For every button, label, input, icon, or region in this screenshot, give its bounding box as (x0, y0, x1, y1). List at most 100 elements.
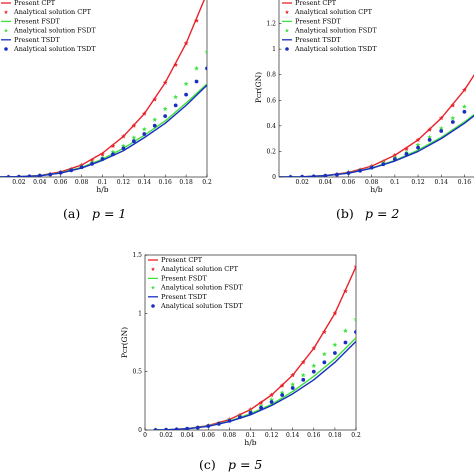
x-tick-label: 0.14 (435, 179, 449, 186)
data-point (185, 426, 190, 430)
data-point (450, 120, 455, 124)
legend-dot-marker (4, 47, 8, 51)
series-line-present-cpt (279, 73, 474, 177)
data-point (311, 363, 317, 368)
data-point (184, 92, 189, 97)
data-point (279, 383, 285, 388)
data-point (300, 372, 306, 378)
data-point (37, 173, 42, 177)
data-point (131, 139, 136, 144)
y-tick-label: 1 (138, 310, 142, 317)
legend-star-marker (151, 267, 155, 271)
data-point (280, 393, 285, 397)
y-tick-label: 0.6 (266, 97, 276, 104)
x-tick-label: 0.2 (351, 432, 361, 439)
data-point (48, 172, 53, 177)
y-tick-label: 0.2 (266, 148, 276, 155)
data-point (174, 427, 179, 430)
legend-entry: Present FSDT (161, 274, 208, 282)
data-point (100, 157, 105, 162)
plot-area (0, 0, 207, 177)
data-point (194, 18, 200, 23)
caption-b-param: p = 2 (365, 206, 399, 221)
x-tick-label: 0.08 (75, 179, 89, 186)
data-point (311, 345, 317, 351)
x-tick-label: 0.1 (246, 432, 256, 439)
legend-entry: Analytical solution CPT (160, 265, 239, 273)
data-point (427, 138, 432, 142)
legend-entry: Analytical solution TSDT (160, 302, 243, 310)
data-point (58, 170, 63, 175)
data-point (120, 133, 126, 139)
data-point (369, 165, 374, 170)
x-tick-label: 0.16 (458, 179, 472, 186)
legend-entry: Present CPT (161, 256, 203, 264)
data-point (79, 165, 84, 170)
x-tick-label: 0.04 (33, 179, 47, 186)
data-point (110, 143, 116, 149)
data-point (346, 171, 351, 175)
x-tick-label: 0.18 (179, 179, 193, 186)
legend-entry: Present CPT (295, 0, 337, 7)
caption-c-label: (c) (199, 457, 216, 472)
y-tick-label: 1.4 (266, 0, 276, 2)
data-point (462, 109, 467, 114)
data-point (332, 342, 338, 347)
x-tick-label: 0.06 (342, 179, 356, 186)
data-point (164, 427, 168, 430)
x-axis-label: h/b (370, 185, 382, 194)
data-point (290, 372, 296, 378)
caption-a-param: p = 1 (92, 206, 126, 221)
data-point (450, 115, 456, 121)
data-point (438, 115, 444, 121)
data-point (342, 328, 348, 333)
x-tick-label: 0.02 (12, 179, 26, 186)
data-point (216, 421, 221, 426)
legend-entry: Present FSDT (295, 17, 342, 25)
legend-entry: Analytical solution FSDT (13, 27, 96, 35)
data-point (343, 340, 348, 345)
data-point (153, 428, 158, 430)
data-point (290, 381, 296, 387)
data-point (323, 173, 328, 177)
data-point (439, 129, 444, 133)
y-tick-label: 1 (272, 46, 276, 53)
legend-entry: Present CPT (14, 0, 56, 7)
data-point (141, 111, 147, 116)
series-line-present-tsdt (0, 84, 207, 177)
data-point (381, 162, 386, 167)
data-point (195, 425, 200, 430)
legend-star-marker (151, 285, 155, 290)
y-tick-label: 0.4 (266, 123, 276, 130)
x-tick-label: 0.08 (365, 179, 379, 186)
data-point (204, 49, 207, 54)
x-tick-label: 0.2 (202, 179, 212, 186)
legend-dot-marker (285, 47, 289, 51)
data-point (238, 415, 242, 420)
data-point (311, 174, 316, 177)
x-tick-label: 0.14 (138, 179, 152, 186)
data-point (183, 40, 189, 46)
data-point (461, 104, 467, 109)
x-tick-label: 0.12 (117, 179, 131, 186)
legend-entry: Analytical solution FSDT (294, 27, 377, 35)
data-point (173, 62, 179, 67)
data-point (27, 174, 32, 177)
data-point (17, 174, 21, 177)
data-point (90, 161, 94, 166)
y-tick-label: 0 (138, 427, 142, 434)
data-point (248, 410, 253, 415)
legend-entry: Present TSDT (161, 293, 207, 301)
data-point (450, 102, 456, 108)
data-point (321, 329, 327, 335)
data-point (335, 172, 339, 177)
data-point (288, 175, 293, 177)
legend-entry: Analytical solution CPT (294, 8, 373, 16)
panel-c: 0 0.02 0.04 0.06 0.08 0.1 0.12 0.14 0.16 0.18 0.2 0… (120, 252, 361, 447)
data-point (354, 330, 356, 334)
data-point (269, 400, 274, 404)
x-axis-label: h/b (244, 438, 256, 447)
data-point (205, 66, 207, 71)
series-line-present-tsdt (155, 340, 356, 430)
data-point (152, 117, 158, 122)
